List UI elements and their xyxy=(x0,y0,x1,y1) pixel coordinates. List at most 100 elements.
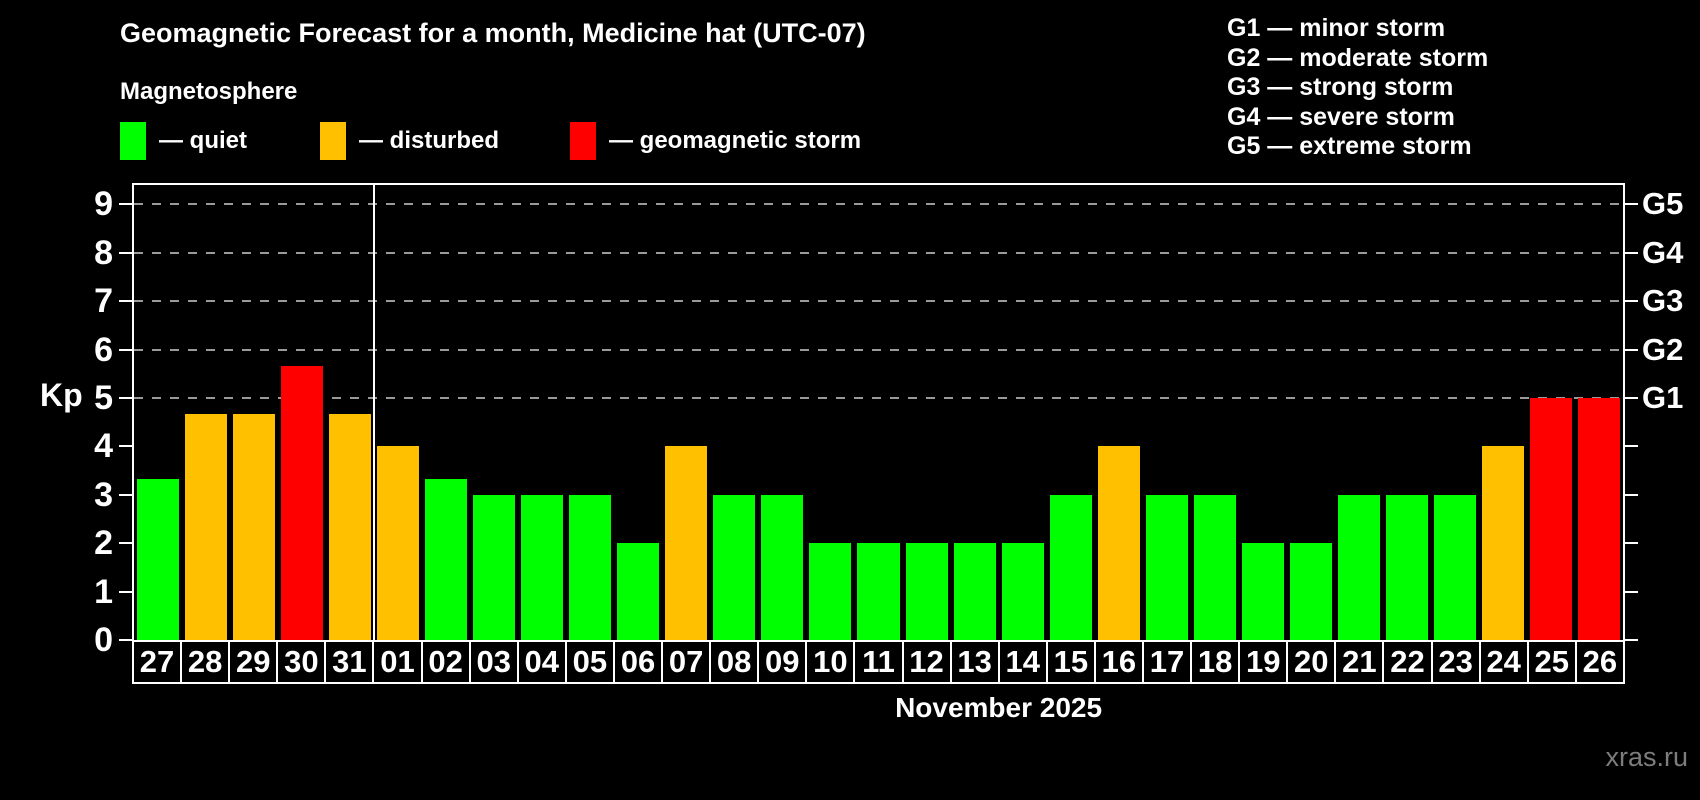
right-tick-kp1 xyxy=(1625,590,1638,593)
g-level-label-G1: G1 xyxy=(1642,379,1684,415)
y-tick-label-4: 4 xyxy=(94,427,113,466)
watermark: xras.ru xyxy=(1605,742,1688,772)
day-label-01: 01 xyxy=(372,642,420,682)
gridline-kp5 xyxy=(134,396,1623,399)
day-label-19: 19 xyxy=(1238,642,1286,682)
day-label-10: 10 xyxy=(805,642,853,682)
kp-bar-day-07 xyxy=(665,446,708,640)
kp-bar-day-03 xyxy=(473,494,516,640)
right-tick-kp8 xyxy=(1625,251,1638,254)
y-tick-label-2: 2 xyxy=(94,524,113,563)
kp-bar-day-19 xyxy=(1241,543,1284,640)
day-label-05: 05 xyxy=(564,642,613,682)
gridline-kp9 xyxy=(134,203,1623,206)
day-label-02: 02 xyxy=(420,642,469,682)
kp-bar-day-09 xyxy=(761,494,804,640)
day-label-12: 12 xyxy=(901,642,950,682)
right-tick-kp9 xyxy=(1625,203,1638,206)
legend-label-disturbed: — disturbed xyxy=(359,127,500,154)
day-label-25: 25 xyxy=(1526,642,1575,682)
kp-bar-day-22 xyxy=(1385,494,1428,640)
kp-bar-day-11 xyxy=(857,543,900,640)
legend-label-quiet: — quiet xyxy=(159,127,247,154)
left-tick-kp6 xyxy=(119,348,132,351)
left-tick-kp5 xyxy=(119,396,132,399)
page-title: Geomagnetic Forecast for a month, Medici… xyxy=(120,18,866,48)
g-level-label-G3: G3 xyxy=(1642,283,1684,319)
kp-bar-day-18 xyxy=(1193,494,1236,640)
kp-bar-day-02 xyxy=(425,478,468,640)
left-tick-kp4 xyxy=(119,445,132,448)
day-label-13: 13 xyxy=(949,642,998,682)
kp-bar-day-31 xyxy=(329,413,372,640)
disturbed-color-swatch xyxy=(320,122,346,160)
kp-bar-day-16 xyxy=(1097,446,1140,640)
left-tick-kp0 xyxy=(119,639,132,641)
y-tick-label-9: 9 xyxy=(94,185,113,224)
day-label-22: 22 xyxy=(1382,642,1430,682)
y-axis-title: Kp xyxy=(40,377,83,413)
y-tick-label-8: 8 xyxy=(94,233,113,272)
g-level-label-G4: G4 xyxy=(1642,234,1684,270)
storm-scale-line-4: G4 — severe storm xyxy=(1227,102,1455,131)
left-tick-kp7 xyxy=(119,300,132,303)
storm-scale-legend: G1 — minor storm G2 — moderate storm G3 — … xyxy=(1227,14,1488,162)
kp-bar-day-28 xyxy=(185,413,228,640)
storm-scale-line-5: G5 — extreme storm xyxy=(1227,132,1472,160)
day-label-11: 11 xyxy=(853,642,901,682)
y-tick-label-1: 1 xyxy=(94,572,113,611)
right-tick-kp5 xyxy=(1625,396,1638,399)
storm-scale-line-2: G2 — moderate storm xyxy=(1227,43,1489,72)
y-tick-label-7: 7 xyxy=(94,282,113,321)
gridline-kp8 xyxy=(134,251,1623,254)
day-label-06: 06 xyxy=(612,642,661,682)
storm-scale-line-3: G3 — strong storm xyxy=(1227,73,1454,101)
legend-item-storm: — geomagnetic storm xyxy=(570,120,861,162)
day-label-23: 23 xyxy=(1430,642,1479,682)
legend-label-storm: — geomagnetic storm xyxy=(609,127,862,154)
right-tick-kp2 xyxy=(1625,542,1638,545)
day-label-04: 04 xyxy=(516,642,565,682)
kp-bar-day-12 xyxy=(905,543,948,640)
day-label-21: 21 xyxy=(1334,642,1382,682)
day-label-08: 08 xyxy=(709,642,757,682)
kp-bar-day-05 xyxy=(569,494,612,640)
plot-area xyxy=(132,183,1625,642)
quiet-color-swatch xyxy=(120,122,146,160)
left-tick-kp9 xyxy=(119,203,132,206)
day-label-17: 17 xyxy=(1141,642,1190,682)
kp-bar-day-04 xyxy=(521,494,564,640)
day-label-27: 27 xyxy=(139,644,175,679)
right-tick-kp0 xyxy=(1625,639,1638,641)
kp-bar-day-08 xyxy=(713,494,756,640)
legend-item-quiet: — quiet xyxy=(120,120,247,162)
x-axis-title: November 2025 xyxy=(895,692,1103,723)
y-tick-label-6: 6 xyxy=(94,330,113,369)
kp-bar-day-13 xyxy=(953,543,996,640)
storm-scale-line-1: G1 — minor storm xyxy=(1227,14,1446,42)
left-tick-kp3 xyxy=(119,493,132,496)
kp-bar-day-27 xyxy=(137,478,180,640)
legend-item-disturbed: — disturbed xyxy=(320,120,499,162)
kp-bar-day-25 xyxy=(1529,397,1572,640)
x-axis-day-labels: 27 28 29 30 31 01 02 03 04 05 06 07 08 09 10 11 12 13 14 15… xyxy=(132,640,1625,684)
day-label-16: 16 xyxy=(1093,642,1142,682)
left-tick-kp8 xyxy=(119,251,132,254)
day-label-30: 30 xyxy=(276,642,324,682)
kp-bar-day-30 xyxy=(281,365,324,640)
kp-bar-day-26 xyxy=(1577,397,1620,640)
gridline-kp7 xyxy=(134,300,1623,303)
gridline-kp6 xyxy=(134,348,1623,351)
right-tick-kp4 xyxy=(1625,445,1638,448)
kp-bar-day-20 xyxy=(1289,543,1332,640)
right-tick-kp7 xyxy=(1625,300,1638,303)
kp-bar-day-14 xyxy=(1001,543,1044,640)
right-tick-kp6 xyxy=(1625,348,1638,351)
y-tick-label-5: 5 xyxy=(94,378,113,417)
y-tick-label-3: 3 xyxy=(94,475,113,514)
kp-bar-day-23 xyxy=(1433,494,1476,640)
day-label-20: 20 xyxy=(1286,642,1334,682)
day-label-18: 18 xyxy=(1190,642,1238,682)
g-level-label-G5: G5 xyxy=(1642,186,1684,222)
